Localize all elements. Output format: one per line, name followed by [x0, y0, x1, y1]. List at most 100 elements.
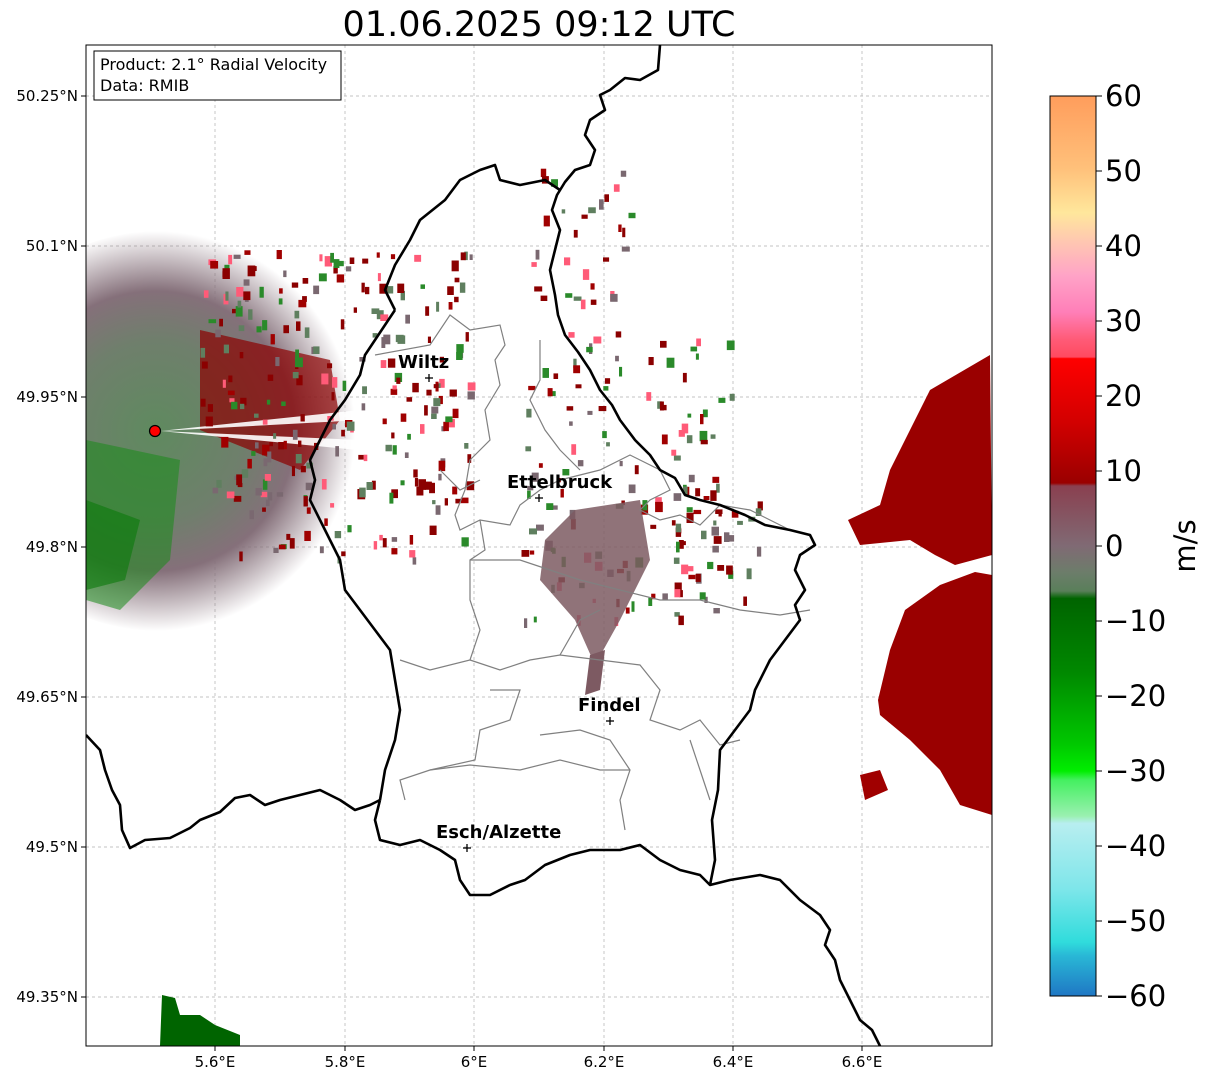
echo-region-southwest [160, 995, 240, 1046]
echo-pixel [650, 524, 657, 529]
echo-pixel [303, 496, 308, 507]
echo-pixel [260, 491, 268, 498]
echo-pixel [276, 250, 282, 260]
echo-pixel [416, 486, 424, 496]
echo-pixel [674, 589, 681, 598]
echo-pixel [526, 408, 532, 418]
echo-pixel [321, 479, 327, 490]
echo-pixel [712, 476, 720, 483]
lon-tick: 6.6°E [842, 1053, 883, 1071]
echo-pixel [454, 296, 459, 303]
echo-pixel [675, 523, 682, 533]
echo-pixel [359, 357, 366, 362]
city-marker-findel [606, 717, 614, 725]
lon-tick: 5.6°E [195, 1053, 236, 1071]
echo-pixel [707, 561, 714, 570]
info-box: Product: 2.1° Radial Velocity Data: RMIB [93, 50, 342, 101]
map-title: 01.06.2025 09:12 UTC [342, 5, 736, 45]
echo-pixel [249, 510, 254, 520]
echo-pixel [433, 384, 439, 389]
echo-pixel [387, 358, 396, 368]
echo-pixel [718, 512, 722, 517]
echo-pixel [233, 495, 242, 502]
echo-pixel [573, 229, 578, 238]
echo-pixel [575, 384, 582, 389]
echo-pixel [628, 484, 636, 494]
echo-pixel [648, 357, 654, 366]
echo-pixel [228, 375, 233, 383]
echo-pixel [655, 497, 662, 505]
echo-pixel [395, 334, 404, 343]
echo-pixel [540, 168, 547, 177]
echo-pixel [200, 398, 206, 407]
echo-pixel [699, 430, 708, 442]
echo-pixel [365, 286, 370, 295]
echo-pixel [718, 397, 726, 403]
info-product: Product: 2.1° Radial Velocity [100, 55, 327, 74]
echo-pixel [427, 336, 431, 343]
echo-pixel [418, 479, 426, 490]
echo-pixel [379, 283, 388, 294]
city-markers [425, 374, 614, 852]
echo-pixel [340, 319, 345, 330]
echo-pixel [452, 408, 459, 419]
colorbar-ramp [1049, 95, 1097, 997]
echo-pixel [542, 368, 549, 378]
echo-pixel [588, 207, 596, 214]
echo-pixel [236, 287, 244, 297]
echo-pixel [394, 372, 403, 382]
echo-pixel [710, 490, 717, 501]
echo-pixel [215, 329, 221, 338]
echo-pixel [461, 537, 469, 547]
echo-pixel [524, 618, 528, 628]
colorbar-tick-label: 0 [1105, 529, 1123, 563]
canton-boundaries [374, 314, 811, 831]
echo-pixel [540, 295, 548, 301]
echo-pixel [313, 285, 320, 295]
echo-pixel [292, 429, 298, 440]
colorbar-tick-label: −60 [1105, 979, 1166, 1013]
echo-pixel [377, 273, 381, 282]
echo-pixel [604, 378, 611, 384]
echo-pixel [666, 357, 675, 368]
colorbar-tick-label: −30 [1105, 754, 1166, 788]
echo-pixel [425, 306, 430, 316]
echo-pixel [243, 279, 250, 286]
echo-pixel [467, 454, 472, 463]
echo-pixel [330, 503, 335, 508]
echo-pixel [380, 314, 389, 321]
echo-pixel [726, 565, 733, 575]
echo-pixel [586, 346, 593, 353]
echo-pixel [225, 291, 229, 301]
echo-pixel [551, 179, 558, 187]
echo-pixel [210, 261, 219, 269]
echo-pixel [278, 298, 283, 305]
echo-pixel [400, 480, 405, 486]
echo-pixel [580, 299, 586, 310]
echo-pixel [613, 184, 620, 192]
echo-pixel [466, 481, 475, 491]
lat-tick: 49.8°N [26, 538, 78, 556]
echo-pixel [438, 460, 446, 472]
echo-pixel [400, 413, 407, 422]
echo-pixel [205, 416, 213, 427]
echo-pixel [429, 482, 435, 494]
city-marker-ettelbruck [535, 494, 543, 502]
echo-pixel [332, 423, 336, 430]
echo-pixel [376, 310, 384, 320]
echo-pixel [533, 616, 537, 623]
echo-pixel [332, 377, 338, 388]
echo-pixel [232, 308, 237, 314]
echo-pixel [429, 525, 437, 535]
echo-pixel [459, 282, 466, 293]
echo-pixel [273, 433, 277, 439]
echo-pixel [295, 357, 303, 368]
echo-pixel [267, 374, 274, 381]
echo-pixel [376, 252, 380, 258]
colorbar: 60 50 40 30 20 10 0 −10 −20 −30 −40 −50 −60 m/s [1049, 79, 1202, 1013]
echo-pixel [573, 365, 581, 374]
echo-pixel [371, 480, 376, 490]
echo-pixel [207, 404, 213, 412]
city-marker-esch [463, 844, 471, 852]
echo-pixel [371, 308, 380, 314]
